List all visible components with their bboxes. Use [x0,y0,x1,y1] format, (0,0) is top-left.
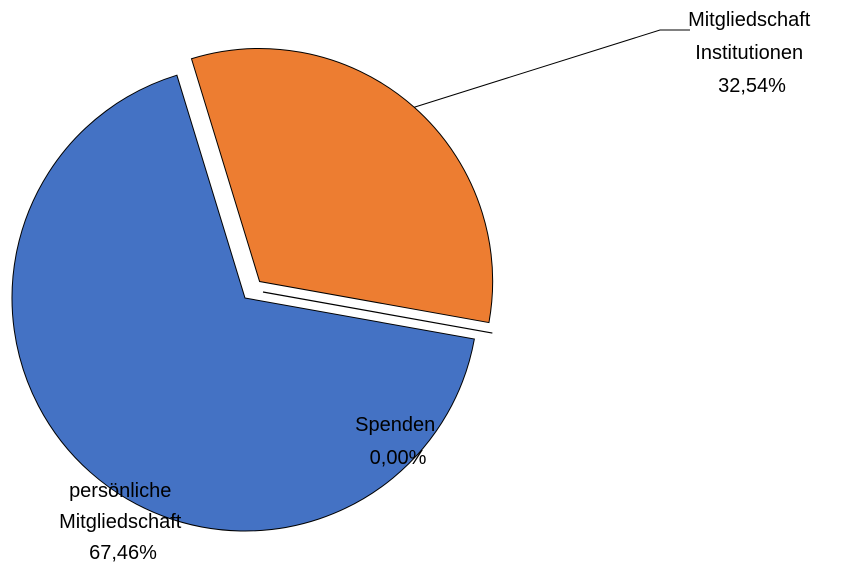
slice-label-institutionen: Mitgliedschaft Institutionen 32,54% [688,9,816,97]
leader-line-institutionen [414,29,690,108]
slice-value-spenden: 0,00% [370,447,427,469]
slice-label-institutionen-line-2: Institutionen [695,42,803,64]
slice-label-persoenlich-line-1: persönliche [69,480,171,502]
slice-label-persoenlich-line-2: Mitgliedschaft [59,511,182,533]
slice-value-institutionen: 32,54% [718,75,786,97]
pie-slice-spenden [262,291,493,334]
slice-label-spenden-line-1: Spenden [355,414,435,436]
slice-label-persoenlich: persönliche Mitgliedschaft 67,46% [59,480,187,564]
slice-label-spenden: Spenden 0,00% [355,414,441,469]
pie-slice-mitgliedschaft-institutionen [190,48,494,324]
slice-label-institutionen-line-1: Mitgliedschaft [688,9,811,31]
slice-value-persoenlich: 67,46% [89,542,157,564]
pie-slice-persönliche-mitgliedschaft [11,74,475,532]
